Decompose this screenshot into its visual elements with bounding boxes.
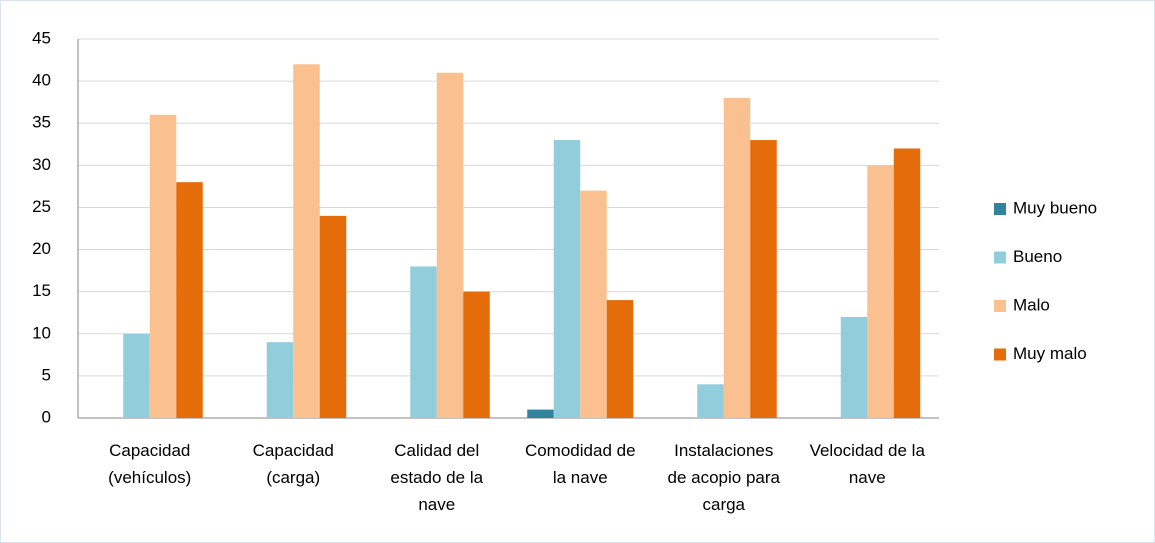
legend-label: Malo — [1013, 295, 1050, 314]
bar — [893, 148, 921, 418]
x-tick-label: Instalaciones de acopio para carga — [667, 441, 780, 514]
y-tick-label: 35 — [32, 113, 51, 132]
legend-label: Muy malo — [1013, 344, 1087, 363]
y-tick-label: 15 — [32, 281, 51, 300]
bar — [553, 140, 581, 419]
legend-swatch — [994, 203, 1006, 215]
y-tick-label: 45 — [32, 28, 51, 47]
legend-swatch — [994, 348, 1006, 361]
y-tick-label: 25 — [32, 197, 51, 216]
bar — [463, 291, 490, 418]
legend-swatch — [994, 251, 1006, 264]
y-tick-label: 20 — [32, 239, 51, 258]
bar — [149, 114, 177, 419]
bar — [176, 182, 203, 418]
bar — [123, 333, 150, 418]
bar — [697, 384, 724, 418]
bar — [266, 342, 294, 418]
bar — [580, 190, 607, 418]
y-tick-label: 5 — [42, 365, 51, 384]
y-tick-label: 40 — [32, 71, 51, 90]
bar — [723, 97, 751, 418]
legend-swatch — [994, 300, 1006, 312]
x-tick-label: Comodidad de la nave — [524, 441, 636, 487]
x-tick-label: Capacidad (vehículos) — [108, 441, 192, 487]
y-tick-label: 30 — [32, 155, 51, 174]
x-tick-label: Capacidad (carga) — [252, 441, 334, 487]
bar — [436, 72, 464, 418]
bar — [527, 409, 554, 418]
bar — [840, 316, 868, 418]
y-tick-label: 0 — [42, 407, 51, 426]
x-tick-label: Velocidad de la nave — [809, 441, 925, 487]
bar — [293, 64, 320, 418]
bar — [867, 165, 894, 418]
legend-label: Bueno — [1013, 247, 1062, 266]
bar — [750, 140, 777, 419]
x-tick-label: Calidad del estado de la nave — [390, 441, 484, 514]
bar — [319, 215, 347, 418]
bar — [410, 266, 437, 418]
legend-label: Muy bueno — [1013, 198, 1097, 217]
y-tick-label: 10 — [32, 323, 51, 342]
bar — [606, 300, 634, 418]
